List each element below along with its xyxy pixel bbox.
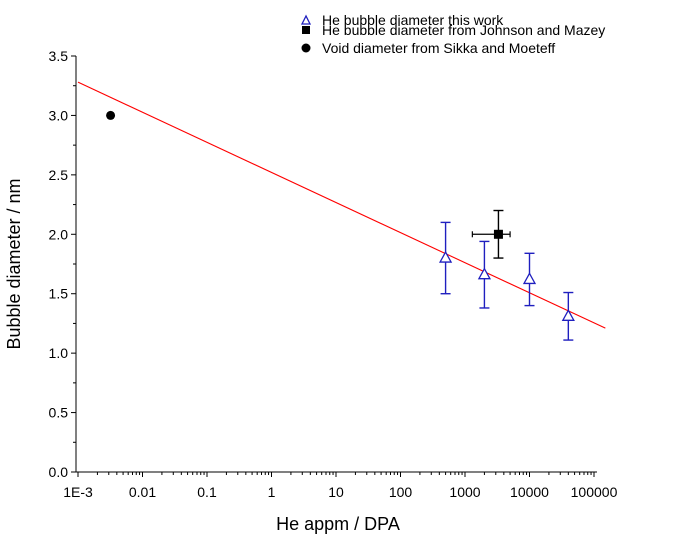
data-point-circle xyxy=(106,110,116,120)
data-point-square xyxy=(493,229,503,239)
y-tick-label: 0.5 xyxy=(49,405,69,421)
y-tick-label: 1.0 xyxy=(49,345,69,361)
legend-item-sikka-moeteff: Void diameter from Sikka and Moeteff xyxy=(301,40,555,56)
x-tick-label: 1 xyxy=(268,484,276,500)
data-point-triangle xyxy=(477,267,492,280)
legend-item-johnson-mazey: He bubble diameter from Johnson and Maze… xyxy=(302,22,605,38)
x-tick-label: 1E-3 xyxy=(63,484,93,500)
x-tick-label: 10000 xyxy=(510,484,549,500)
y-ticks: 0.0 0.5 1.0 1.5 2.0 2.5 3.0 3.5 xyxy=(49,48,76,480)
x-ticks: 1E-3 0.01 0.1 1 10 100 1000 10000 100000 xyxy=(63,472,618,500)
data-point-triangle xyxy=(438,250,453,263)
legend-label: He bubble diameter from Johnson and Maze… xyxy=(322,22,605,38)
x-tick-label: 0.1 xyxy=(197,484,217,500)
y-axis-title: Bubble diameter / nm xyxy=(4,178,24,349)
y-tick-label: 3.5 xyxy=(49,48,69,64)
x-tick-label: 0.01 xyxy=(129,484,156,500)
data-point-triangle xyxy=(522,272,537,285)
fit-line-group xyxy=(77,81,606,329)
y-tick-label: 2.0 xyxy=(49,226,69,242)
y-tick-label: 0.0 xyxy=(49,464,69,480)
legend: He bubble diameter this work He bubble d… xyxy=(300,12,605,56)
axes xyxy=(75,56,597,473)
x-tick-label: 10 xyxy=(328,484,344,500)
data-points xyxy=(106,110,575,341)
x-tick-label: 1000 xyxy=(449,484,480,500)
x-tick-label: 100000 xyxy=(571,484,618,500)
fit-line xyxy=(77,81,606,329)
legend-label: He bubble diameter this work xyxy=(322,12,504,28)
legend-label: Void diameter from Sikka and Moeteff xyxy=(322,40,555,56)
data-point-triangle xyxy=(561,308,575,321)
y-tick-label: 3.0 xyxy=(49,107,69,123)
y-tick-label: 2.5 xyxy=(49,167,69,183)
x-tick-label: 100 xyxy=(389,484,413,500)
x-axis-title: He appm / DPA xyxy=(276,514,400,534)
legend-marker-circle xyxy=(301,43,311,53)
y-tick-label: 1.5 xyxy=(49,286,69,302)
legend-item-this-work: He bubble diameter this work xyxy=(300,12,504,28)
legend-marker-square xyxy=(302,26,310,34)
legend-marker-triangle xyxy=(300,14,312,25)
